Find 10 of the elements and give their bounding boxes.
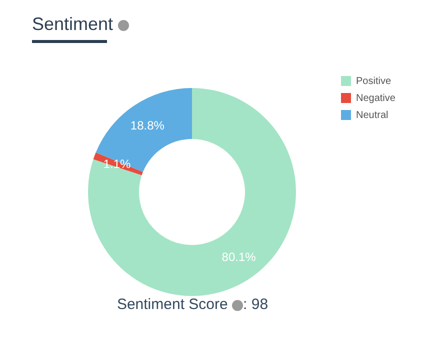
text: : 98: [243, 296, 268, 313]
text: Sentiment Score: [116, 296, 228, 313]
data-label: 18.8%: [130, 118, 165, 133]
legend-label: Neutral: [356, 110, 388, 121]
legend-label: Positive: [356, 76, 392, 87]
chart-title: Sentiment: [32, 14, 114, 34]
data-label: 80.1%: [222, 250, 256, 264]
legend-label: Negative: [356, 93, 396, 104]
donut-slice: [88, 88, 296, 296]
donut-slice: [96, 88, 192, 172]
